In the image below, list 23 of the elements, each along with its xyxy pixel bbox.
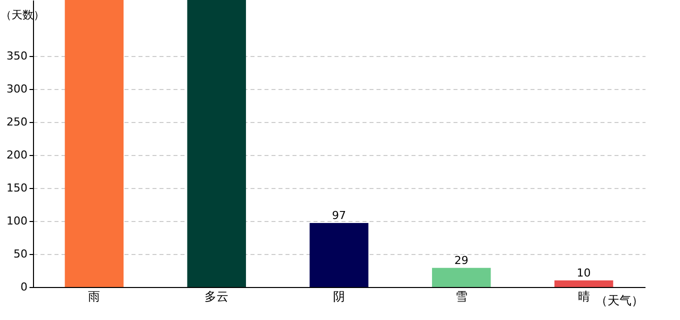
y-tick-label: 100 [6,214,28,228]
y-tick-label: 150 [6,182,28,195]
y-tick-label: 250 [6,116,28,129]
y-axis-title: （天数） [0,8,44,22]
bar [554,280,614,287]
y-tick-label: 0 [20,280,28,294]
x-tick-label: 雨 [88,290,100,304]
y-tick-label: 50 [14,248,28,261]
bar [432,268,491,287]
x-tick-label: 多云 [204,290,229,304]
x-tick-label: 晴 [578,290,590,304]
x-tick-label: 阴 [333,290,345,304]
y-tick-label: 200 [6,148,28,162]
y-tick-label: 350 [6,50,28,63]
data-label: 97 [332,209,346,222]
y-tick-label: 300 [6,82,28,96]
x-tick-label: 雪 [455,290,468,304]
bar [64,0,124,287]
bar [187,0,246,287]
bar [310,223,368,287]
data-label: 10 [576,266,591,280]
data-label: 29 [454,254,468,267]
x-axis-title: （天气） [596,294,644,308]
